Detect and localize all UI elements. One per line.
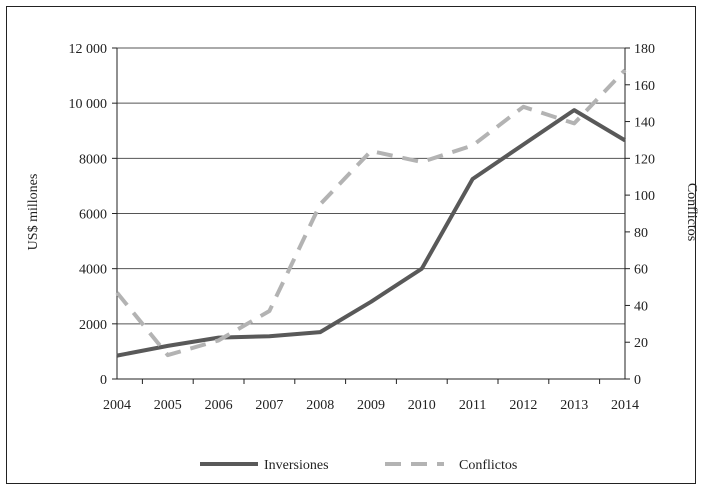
series-line-conflictos [115, 68, 627, 358]
right-tick-label: 120 [634, 152, 655, 167]
right-tick-label: 40 [634, 299, 648, 314]
right-tick-label: 160 [634, 79, 655, 94]
legend: Inversiones Conflictos [200, 458, 517, 473]
right-tick-label: 60 [634, 263, 648, 278]
x-tick-label: 2011 [459, 398, 486, 413]
x-tick-label: 2013 [560, 398, 588, 413]
y-axis-label-left: US$ millones [26, 174, 41, 251]
left-tick-label: 12 000 [69, 42, 108, 57]
legend-label-inversiones: Inversiones [264, 458, 329, 473]
y-axis-label-right: Conflictos [684, 183, 699, 241]
left-axis-ticks: 0 2000 4000 6000 8000 10 000 12 000 [69, 42, 117, 388]
x-tick-label: 2009 [357, 398, 385, 413]
gridlines [117, 47, 625, 325]
x-tick-label: 2012 [509, 398, 537, 413]
left-tick-label: 4000 [79, 263, 107, 278]
left-tick-label: 6000 [79, 208, 107, 223]
legend-label-conflictos: Conflictos [459, 458, 517, 473]
x-tick-label: 2014 [611, 398, 639, 413]
right-tick-label: 180 [634, 42, 655, 57]
x-tick-label: 2005 [154, 398, 182, 413]
x-tick-label: 2007 [255, 398, 283, 413]
right-axis-ticks: 0 20 40 60 80 100 120 140 160 180 [625, 42, 655, 388]
chart-frame [6, 6, 696, 484]
series-layer [115, 68, 627, 358]
x-axis-ticks: 2004 2005 2006 2007 2008 2009 2010 2011 2012 2013… [103, 379, 639, 413]
left-tick-label: 10 000 [69, 97, 108, 112]
left-tick-label: 0 [100, 373, 107, 388]
series-line-inversiones [116, 108, 627, 358]
right-tick-label: 140 [634, 116, 655, 131]
right-tick-label: 100 [634, 189, 655, 204]
x-tick-label: 2008 [306, 398, 334, 413]
right-tick-label: 0 [634, 373, 641, 388]
left-tick-label: 8000 [79, 152, 107, 167]
x-tick-label: 2004 [103, 398, 131, 413]
left-tick-label: 2000 [79, 318, 107, 333]
right-tick-label: 80 [634, 226, 648, 241]
x-tick-label: 2010 [408, 398, 436, 413]
x-tick-label: 2006 [205, 398, 233, 413]
right-tick-label: 20 [634, 336, 648, 351]
